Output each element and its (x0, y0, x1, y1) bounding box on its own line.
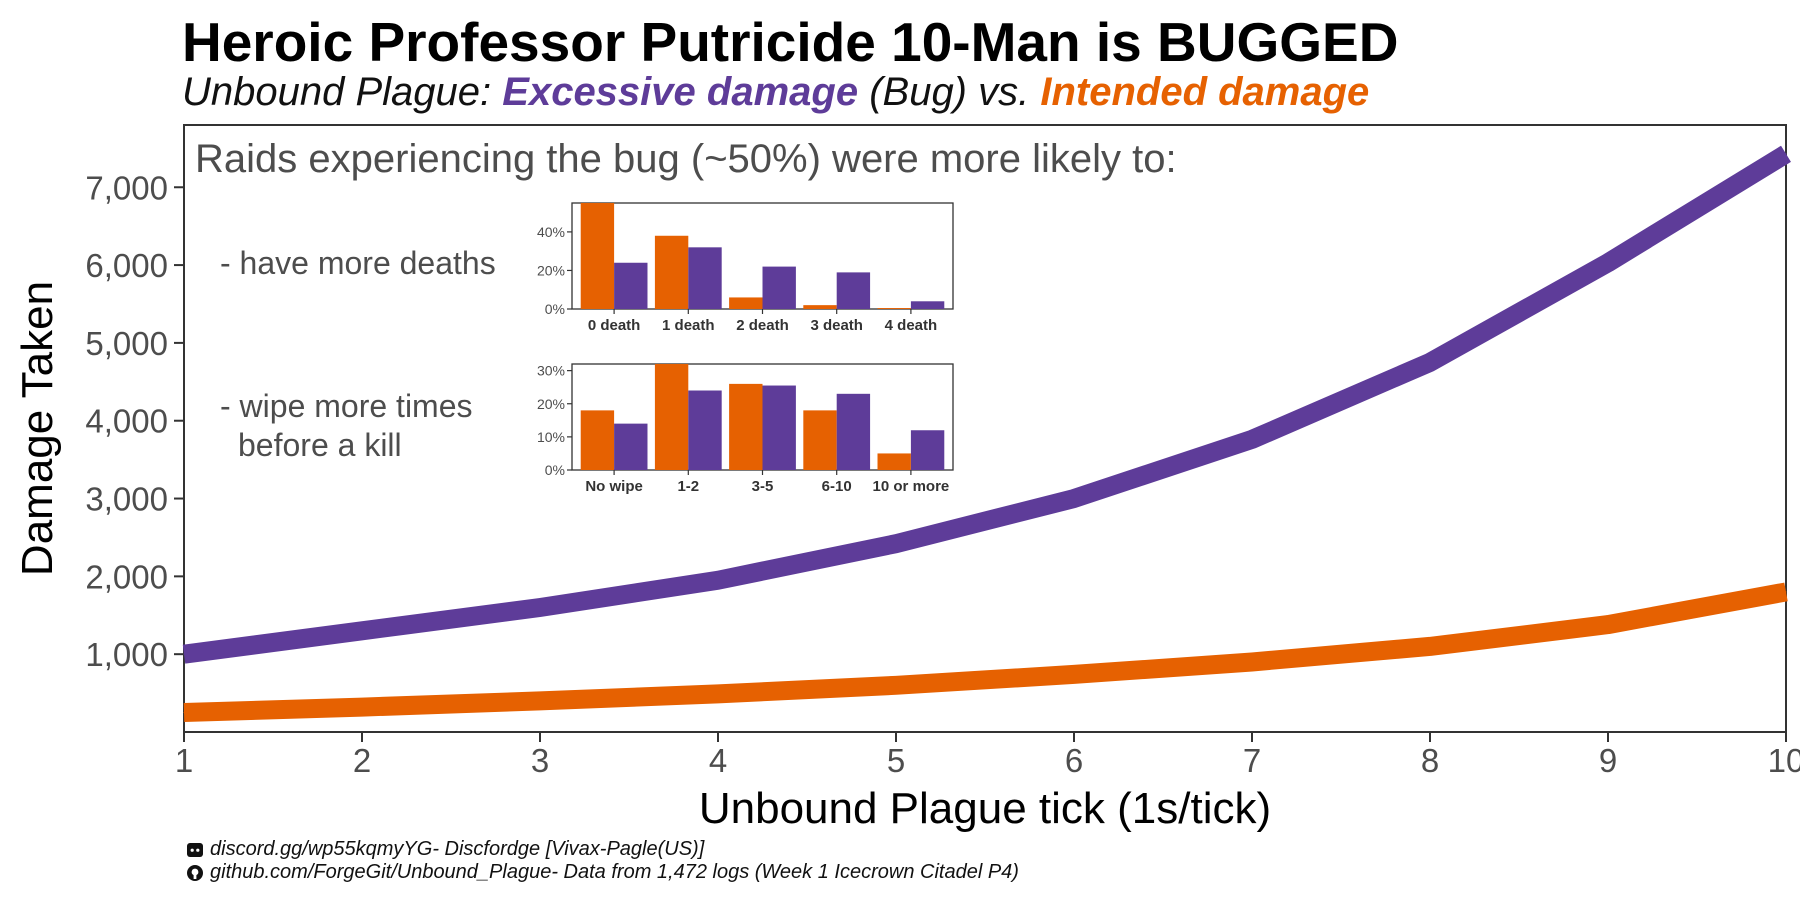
intended-damage-point (895, 684, 897, 686)
wipes-inset-bar-intended (803, 410, 837, 470)
wipes-inset-x-tick-label: 10 or more (873, 478, 950, 495)
wipes-inset-chart: 0% 10% 20% 30% No wipe 1-2 3-5 6-10 10 or more (537, 363, 954, 495)
deaths-inset-y-tick-label: 40% (537, 224, 565, 240)
deaths-inset-y-tick-label: 20% (537, 262, 565, 278)
x-tick-label: 4 (709, 742, 727, 779)
y-tick-label: 1,000 (85, 636, 168, 673)
wipes-inset-bar-intended (729, 383, 763, 470)
deaths-inset-bar-bug (614, 262, 648, 309)
annotation-wipes-line1: - wipe more times (220, 388, 473, 424)
subtitle-middle: (Bug) vs. (858, 70, 1041, 114)
wipes-inset-bar-intended (580, 410, 615, 470)
wipes-inset-bar-bug (910, 430, 945, 470)
bug-damage-point (1251, 438, 1253, 440)
intended-damage-line (183, 582, 1788, 723)
wipes-inset-y-tick-label: 0% (545, 462, 565, 478)
wipes-inset-x-tick-label: 1-2 (677, 478, 699, 495)
bug-damage-point (895, 543, 897, 545)
bug-damage-point (1073, 498, 1075, 500)
subtitle-prefix: Unbound Plague: (182, 70, 503, 114)
wipes-inset-bar-bug (762, 385, 796, 470)
x-tick-label: 8 (1421, 742, 1439, 779)
x-axis-title: Unbound Plague tick (1s/tick) (699, 784, 1271, 833)
deaths-inset-bar-intended (729, 297, 763, 309)
bug-damage-point (717, 579, 719, 581)
bug-damage-point (1429, 361, 1431, 363)
source-captions: discord.gg/wp55kqmyYG- Discfordge [Vivax… (186, 838, 1019, 884)
wipes-inset-bar-intended (877, 453, 911, 470)
deaths-inset-bar-bug (688, 247, 722, 309)
deaths-inset-x-tick-label: 1 death (662, 317, 715, 334)
bug-damage-point (539, 606, 541, 608)
main-plot: 1,000 2,000 3,000 4,000 5,000 6,000 7,000 1 2 3 4 5… (13, 124, 1800, 833)
y-tick-label: 7,000 (85, 169, 168, 206)
discord-caption: discord.gg/wp55kqmyYG- Discfordge [Vivax… (186, 838, 1019, 861)
y-tick-label: 6,000 (85, 247, 168, 284)
chart-subtitle: Unbound Plague: Excessive damage (Bug) v… (182, 70, 1369, 115)
intended-damage-point (1073, 673, 1075, 675)
wipes-inset-x-tick-label: 6-10 (822, 478, 852, 495)
discord-link[interactable]: discord.gg/wp55kqmyYG- Discfordge [Vivax… (210, 838, 705, 860)
wipes-inset-y-tick-label: 10% (537, 429, 565, 445)
deaths-inset-x-tick-label: 2 death (736, 317, 789, 334)
x-tick-label: 7 (1243, 742, 1261, 779)
intended-damage-point (1251, 661, 1253, 663)
deaths-inset-y-tick-label: 0% (545, 301, 565, 317)
github-caption: github.com/ForgeGit/Unbound_Plague- Data… (186, 861, 1019, 884)
bug-damage-line (182, 145, 1791, 664)
deaths-inset-x-tick-label: 0 death (588, 317, 641, 334)
y-tick-label: 2,000 (85, 558, 168, 595)
x-tick-label: 3 (531, 742, 549, 779)
github-link[interactable]: github.com/ForgeGit/Unbound_Plague- Data… (210, 861, 1019, 883)
deaths-inset-bar-intended (803, 305, 837, 309)
annotation-headline: Raids experiencing the bug (~50%) were m… (195, 137, 1177, 181)
deaths-inset-bar-intended (877, 308, 911, 309)
wipes-inset-bar-intended (654, 364, 689, 470)
deaths-inset-bar-bug (910, 301, 945, 309)
bug-damage-point (1785, 153, 1787, 155)
intended-damage-point (1607, 624, 1609, 626)
discord-icon (186, 841, 204, 859)
bug-damage-point (361, 630, 363, 632)
deaths-inset-x-tick-label: 4 death (885, 317, 938, 334)
intended-damage-point (183, 712, 185, 714)
y-tick-label: 4,000 (85, 403, 168, 440)
intended-damage-point (1429, 645, 1431, 647)
github-icon (186, 864, 204, 882)
annotation-deaths: - have more deaths (220, 245, 496, 281)
deaths-inset-bar-intended (654, 235, 689, 309)
x-tick-label: 2 (353, 742, 371, 779)
x-tick-label: 1 (175, 742, 193, 779)
deaths-inset-bar-bug (836, 272, 871, 309)
subtitle-intended-label: Intended damage (1040, 70, 1370, 114)
intended-damage-point (717, 693, 719, 695)
bug-damage-point (1607, 262, 1609, 264)
deaths-inset-bar-bug (762, 266, 796, 309)
deaths-inset-x-tick-label: 3 death (810, 317, 863, 334)
x-tick-label: 9 (1599, 742, 1617, 779)
intended-damage-point (361, 706, 363, 708)
wipes-inset-bar-bug (688, 390, 722, 470)
y-tick-label: 5,000 (85, 325, 168, 362)
wipes-inset-x-tick-label: No wipe (585, 478, 643, 495)
wipes-inset-bar-bug (836, 393, 871, 470)
deaths-inset-chart: 0% 20% 40% 0 death 1 death 2 death 3 death 4 de… (537, 202, 954, 334)
intended-damage-point (1785, 591, 1787, 593)
x-tick-label: 5 (887, 742, 905, 779)
x-tick-label: 10 (1768, 742, 1800, 779)
intended-damage-point (539, 700, 541, 702)
annotation-wipes-line2: before a kill (238, 427, 402, 463)
wipes-inset-y-tick-label: 20% (537, 396, 565, 412)
wipes-inset-x-tick-label: 3-5 (752, 478, 774, 495)
chart-title: Heroic Professor Putricide 10-Man is BUG… (182, 11, 1399, 73)
bug-damage-point (183, 653, 185, 655)
y-axis-title: Damage Taken (13, 281, 62, 576)
x-tick-label: 6 (1065, 742, 1083, 779)
wipes-inset-y-tick-label: 30% (537, 363, 565, 379)
deaths-inset-bar-intended (580, 203, 615, 309)
wipes-inset-bar-bug (614, 423, 648, 470)
y-tick-label: 3,000 (85, 481, 168, 518)
subtitle-bug-label: Excessive damage (502, 70, 859, 114)
